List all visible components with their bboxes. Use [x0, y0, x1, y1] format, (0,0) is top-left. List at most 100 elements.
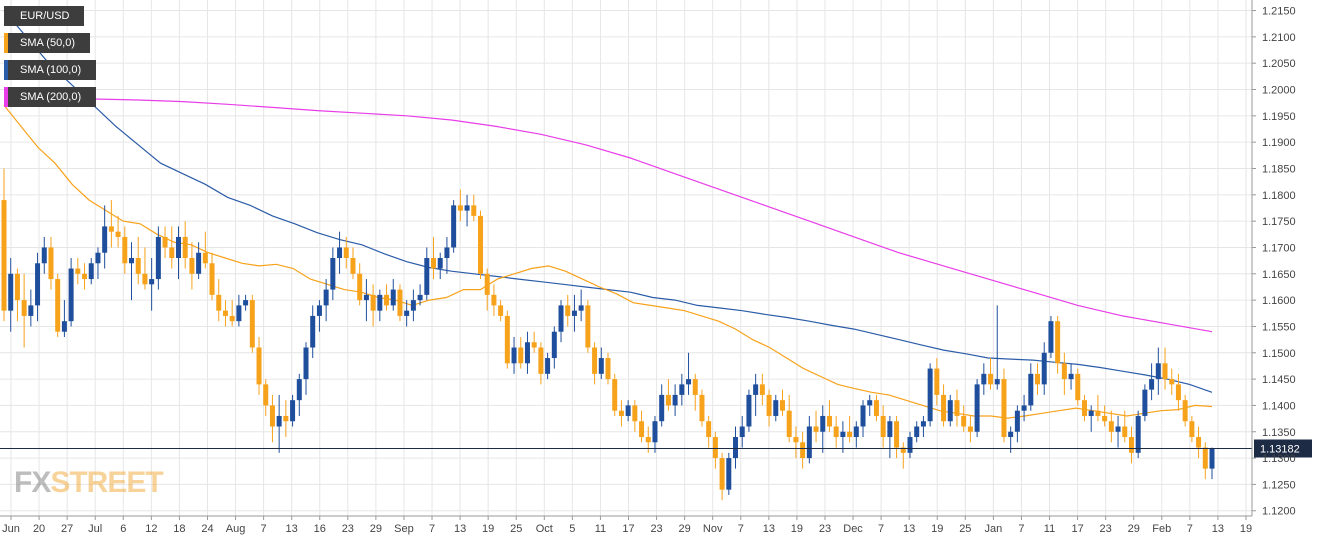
candle-body	[363, 294, 369, 301]
x-tick-label: Feb	[1152, 523, 1171, 535]
candle-body	[779, 400, 785, 411]
candle-body	[726, 458, 732, 490]
candle-body	[155, 236, 161, 280]
candle-body	[692, 379, 698, 395]
candle-body	[1189, 421, 1195, 438]
candle-body	[357, 273, 363, 301]
x-tick-label: Jun	[2, 523, 20, 535]
candle-body	[947, 400, 953, 422]
x-tick-label: 7	[1018, 523, 1024, 535]
candle-body	[108, 226, 114, 232]
current-price-badge	[1254, 439, 1312, 458]
candle-body	[719, 458, 725, 490]
candle-body	[853, 426, 859, 438]
candle-body	[236, 305, 242, 322]
candle-body	[162, 236, 168, 248]
candle-body	[511, 347, 517, 364]
candle-body	[276, 415, 282, 427]
candle-body	[1128, 437, 1134, 453]
candle-body	[914, 426, 920, 438]
candle-body	[283, 415, 289, 422]
candle-body	[927, 368, 933, 422]
y-tick-label: 1.1400	[1262, 400, 1296, 412]
x-tick-label: Sep	[394, 523, 414, 535]
candle-body	[431, 258, 437, 269]
candle-body	[222, 310, 228, 316]
candle-body	[1035, 373, 1041, 385]
candle-body	[786, 410, 792, 438]
candle-body	[632, 405, 638, 422]
candle-body	[1081, 400, 1087, 416]
candle-body	[14, 273, 20, 301]
candle-body	[699, 394, 705, 422]
x-tick-label: 19	[931, 523, 943, 535]
candle-body	[410, 300, 416, 311]
candle-body	[639, 421, 645, 438]
candle-body	[269, 405, 275, 427]
candle-body	[504, 315, 510, 364]
watermark-fx: FX	[14, 466, 51, 499]
candle-body	[296, 379, 302, 401]
axes: 1.2150 1.2100 1.2050 1.2000 1.1950 1.1900 1.18…	[0, 0, 1296, 535]
candle-body	[95, 252, 101, 264]
candle-body	[1182, 400, 1188, 422]
x-tick-label: 19	[482, 523, 494, 535]
candle-body	[894, 421, 900, 448]
y-tick-label: 1.1950	[1262, 111, 1296, 123]
candle-body	[954, 400, 960, 416]
candle-body	[759, 384, 765, 395]
x-tick-label: 5	[569, 523, 575, 535]
candle-body	[55, 279, 61, 332]
candle-body	[316, 305, 322, 316]
sma-100-line	[3, 10, 1213, 393]
candle-body	[806, 426, 812, 459]
candle-body	[142, 273, 148, 285]
candle-body	[343, 247, 349, 258]
x-tick-label: 25	[510, 523, 522, 535]
candle-body	[209, 263, 215, 295]
candle-body	[706, 421, 712, 438]
candle-body	[1102, 415, 1108, 422]
y-tick-label: 1.1450	[1262, 374, 1296, 386]
x-tick-label: 13	[1212, 523, 1224, 535]
x-tick-label: Oct	[536, 523, 553, 535]
candle-body	[840, 431, 846, 438]
candle-body	[1008, 431, 1014, 438]
candle-body	[618, 410, 624, 416]
candle-body	[1048, 321, 1054, 353]
y-tick-label: 1.1600	[1262, 295, 1296, 307]
candle-body	[149, 279, 155, 285]
candle-body	[404, 310, 410, 316]
candle-body	[323, 289, 329, 306]
x-tick-label: Dec	[843, 523, 863, 535]
y-tick-label: 1.2100	[1262, 32, 1296, 44]
candle-body	[1115, 426, 1121, 432]
candle-body	[471, 205, 477, 216]
legend-sma-200: SMA (200,0)	[4, 87, 96, 107]
candle-body	[189, 258, 195, 274]
x-tick-label: 12	[145, 523, 157, 535]
watermark-street: STREET	[50, 466, 163, 499]
candle-body	[122, 236, 128, 264]
candle-body	[1142, 389, 1148, 416]
candle-body	[873, 400, 879, 416]
candle-body	[169, 247, 175, 258]
candle-body	[920, 421, 926, 427]
y-tick-label: 1.1350	[1262, 427, 1296, 439]
candle-body	[135, 258, 141, 274]
x-tick-label: Jan	[985, 523, 1003, 535]
candle-body	[867, 400, 873, 406]
x-tick-label: 7	[878, 523, 884, 535]
x-tick-label: 16	[314, 523, 326, 535]
y-tick-label: 1.2000	[1262, 85, 1296, 97]
candle-body	[934, 368, 940, 395]
y-tick-label: 1.1750	[1262, 216, 1296, 228]
candle-body	[1028, 373, 1034, 406]
x-tick-label: 13	[286, 523, 298, 535]
candle-body	[1196, 437, 1202, 448]
candle-body	[1169, 379, 1175, 385]
candle-body	[1149, 379, 1155, 390]
candle-body	[8, 273, 14, 311]
y-tick-label: 1.1900	[1262, 137, 1296, 149]
candle-body	[182, 236, 188, 258]
